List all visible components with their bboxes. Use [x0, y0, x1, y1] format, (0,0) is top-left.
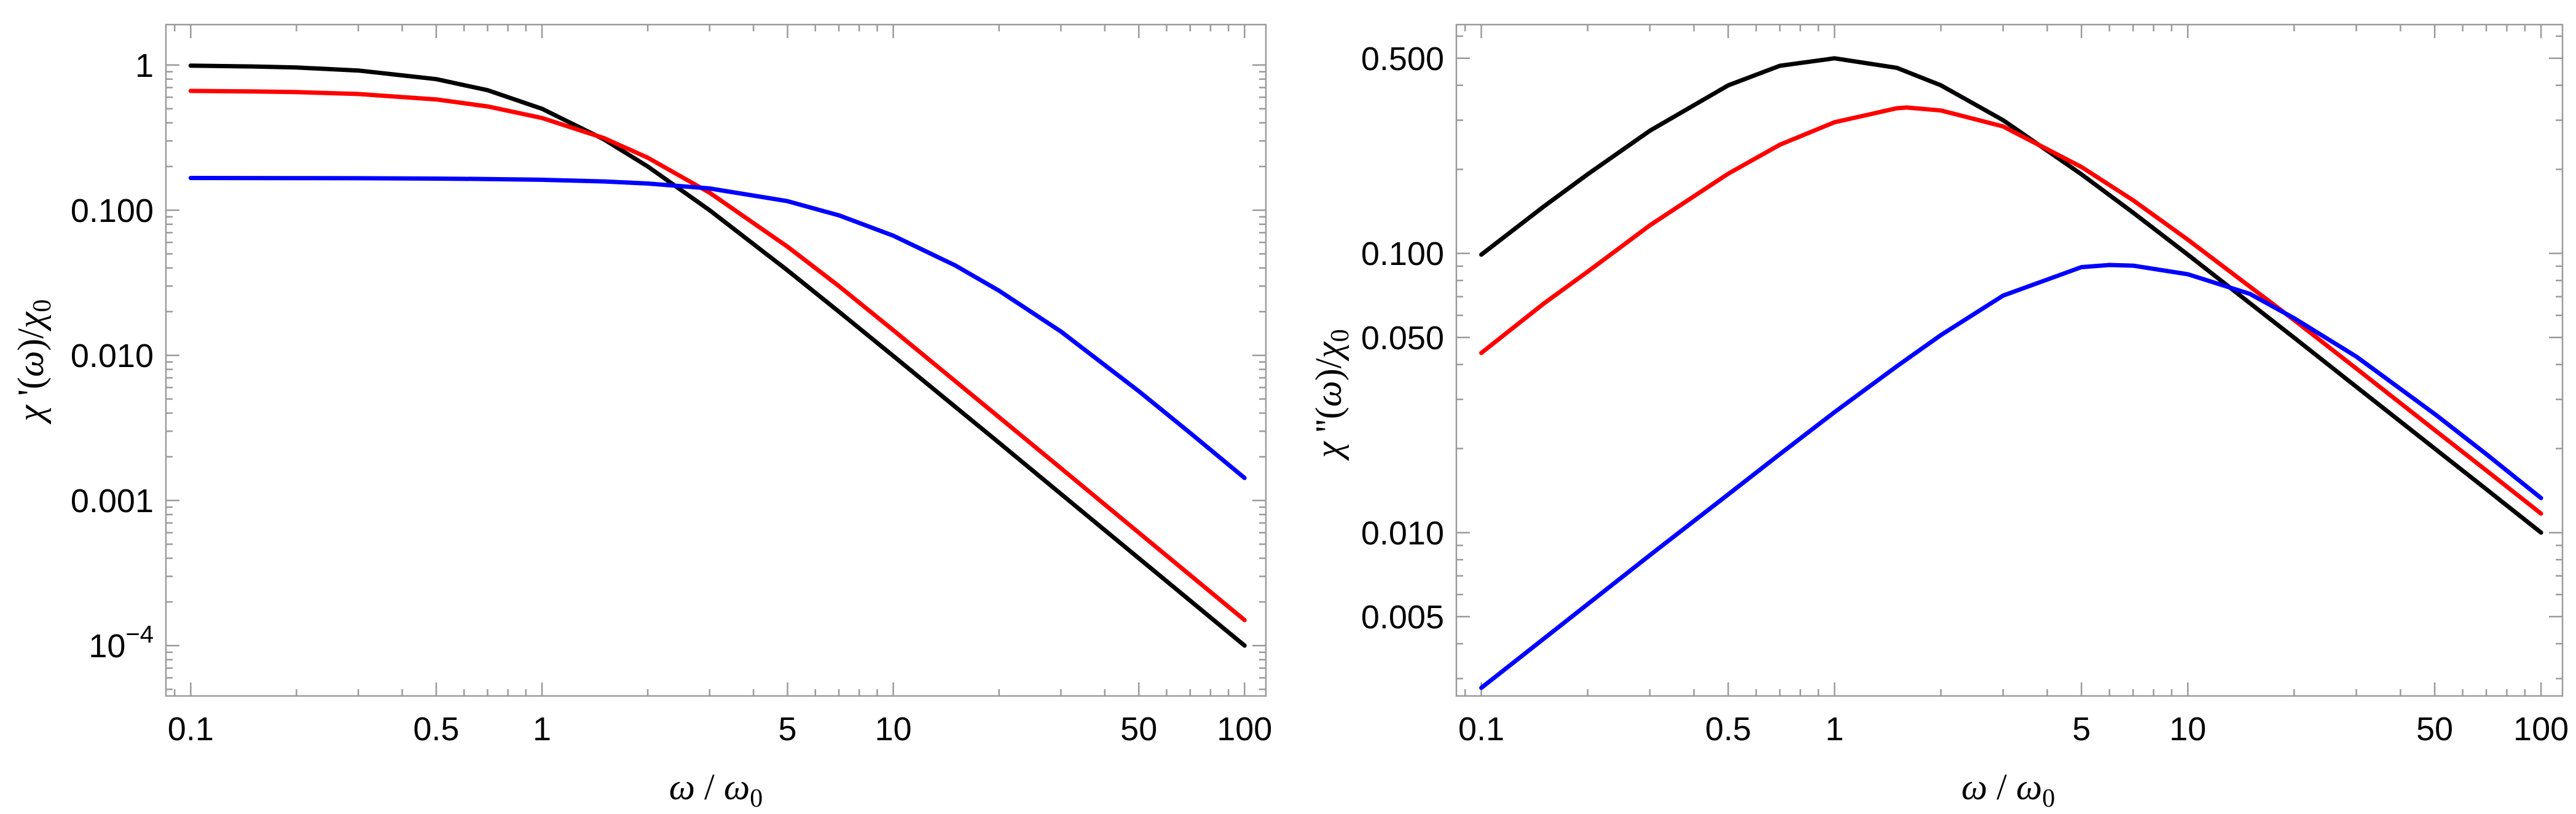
left-series-blue [188, 176, 1247, 480]
right-y-axis-title: χ ''(ω)/χ0 [1308, 329, 1354, 460]
right-tick-labels: 0.1 0.5 1 5 10 50 100 0.500 0.100 0.050 0.010 0.005 [1361, 41, 2569, 748]
right-ticks [1456, 25, 2562, 696]
left-y-tick-label: 0.010 [71, 338, 154, 374]
left-x-tick-label: 5 [779, 711, 797, 748]
right-y-tick-label: 0.500 [1361, 41, 1444, 77]
right-x-tick-label: 50 [2416, 711, 2453, 748]
right-series-blue [1479, 263, 2543, 690]
left-x-tick-label: 0.5 [413, 711, 459, 748]
left-y-tick-label-exponent: −4 [125, 621, 154, 648]
left-x-axis-title: ω / ω0 [669, 767, 763, 813]
left-series-black [188, 63, 1247, 648]
right-x-tick-label: 5 [2072, 711, 2091, 748]
right-x-tick-label: 0.1 [1458, 711, 1504, 748]
right-y-tick-label: 0.010 [1361, 515, 1444, 551]
right-x-tick-label: 100 [2513, 711, 2569, 748]
left-y-tick-label-base: 10 [88, 628, 125, 665]
right-chart: 0.1 0.5 1 5 10 50 100 0.500 0.100 0.050 0.010 0.005… [1308, 23, 2569, 813]
left-series-red [188, 89, 1247, 623]
right-y-tick-label: 0.050 [1361, 320, 1444, 357]
left-x-tick-label: 100 [1217, 711, 1272, 748]
left-y-axis-title: χ '(ω)/χ0 [10, 299, 57, 425]
left-y-tick-label: 0.100 [71, 192, 154, 229]
left-y-tick-label: 1 [135, 47, 154, 84]
right-plot-frame [1455, 23, 2564, 697]
right-y-tick-label: 0.005 [1361, 599, 1444, 636]
right-y-tick-label: 0.100 [1361, 235, 1444, 272]
right-series-black [1479, 56, 2543, 535]
right-x-tick-label: 10 [2169, 711, 2206, 748]
right-x-tick-label: 0.5 [1705, 711, 1751, 748]
left-x-tick-label: 10 [875, 711, 912, 748]
left-x-tick-label: 1 [533, 711, 551, 748]
left-plot-frame [165, 23, 1267, 697]
left-y-tick-label: 10−4 [88, 621, 154, 665]
left-y-tick-label: 0.001 [71, 483, 154, 520]
right-series-red [1479, 105, 2543, 516]
right-x-tick-label: 1 [1825, 711, 1844, 748]
left-x-tick-label: 50 [1120, 711, 1157, 748]
right-x-axis-title: ω / ω0 [1961, 767, 2055, 813]
right-curves [1479, 56, 2543, 690]
left-curves [188, 63, 1247, 648]
left-x-tick-label: 0.1 [168, 711, 214, 748]
left-ticks [166, 25, 1266, 696]
